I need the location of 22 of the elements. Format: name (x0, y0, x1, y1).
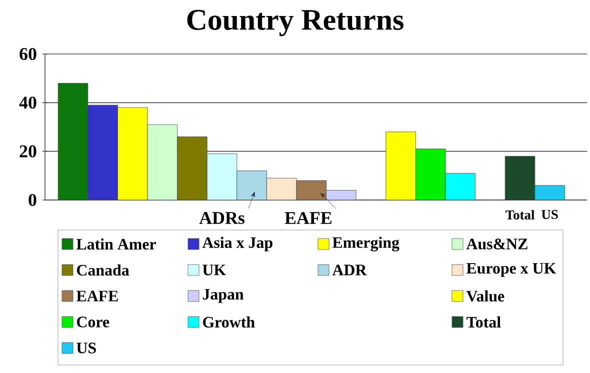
text: ADRs (199, 212, 244, 224)
legend-label: Core (76, 316, 110, 328)
y-tick-label: 20 (20, 145, 36, 158)
legend-label: Asia x Jap (202, 236, 272, 252)
legend-label: Europe x UK (466, 263, 556, 277)
legend-label: ADR (332, 264, 367, 276)
legend-label: Latin Amer (76, 238, 156, 250)
legend-label: UK (202, 264, 226, 276)
legend-label: Japan (202, 289, 244, 303)
legend-label: US (76, 342, 96, 354)
legend-label: Aus&NZ (466, 238, 528, 250)
legend-label: Emerging (332, 236, 400, 252)
y-tick-label: 0 (28, 194, 36, 206)
legend-label: EAFE (76, 290, 118, 302)
y-tick-label: 60 (20, 48, 36, 60)
legend-label: Growth (202, 316, 255, 328)
y-tick-label: 40 (19, 96, 36, 109)
legend-label: Value (466, 290, 504, 302)
text: EAFE (284, 212, 332, 224)
legend-label: Canada (76, 264, 130, 276)
legend-label: Total (466, 316, 501, 328)
chart-title: Country Returns (187, 10, 404, 36)
